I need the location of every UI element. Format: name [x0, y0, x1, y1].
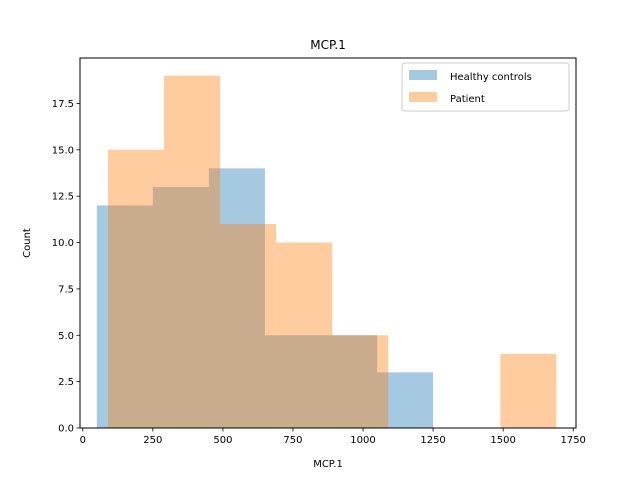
bar-healthy-controls-2 — [208, 168, 265, 428]
x-tick-label: 1250 — [420, 435, 445, 446]
x-tick-label: 1750 — [560, 435, 585, 446]
x-tick-label: 750 — [283, 435, 302, 446]
x-tick-label: 1000 — [350, 435, 375, 446]
bar-healthy-controls-5 — [377, 372, 434, 428]
y-tick-label: 17.5 — [52, 99, 74, 110]
legend-swatch-healthy-controls — [409, 70, 437, 80]
legend-swatch-patient — [409, 92, 437, 102]
bar-patient-0 — [108, 149, 165, 428]
legend: Healthy controls Patient — [401, 62, 570, 112]
x-tick-label: 500 — [213, 435, 232, 446]
bar-patient-7 — [500, 353, 557, 428]
x-tick-label: 1500 — [490, 435, 515, 446]
bar-patient-2 — [220, 223, 277, 428]
bar-patient-4 — [332, 335, 389, 428]
y-tick-label: 0.0 — [58, 424, 74, 435]
bar-healthy-controls-1 — [152, 186, 209, 428]
y-tick-label: 12.5 — [52, 192, 74, 203]
x-axis-label: MCP.1 — [313, 459, 343, 470]
y-tick-label: 7.5 — [58, 284, 74, 295]
y-tick-label: 2.5 — [58, 377, 74, 388]
bars-group — [96, 75, 557, 428]
chart-title: MCP.1 — [310, 38, 346, 52]
bar-patient-1 — [164, 75, 221, 428]
y-axis-label: Count — [22, 228, 33, 258]
legend-frame — [401, 62, 570, 112]
y-axis-ticks: 0.0 2.5 5.0 7.5 10.0 12.5 15.0 17.5 — [52, 99, 80, 435]
x-axis-ticks: 0 250 500 750 1000 1250 1500 1750 — [80, 428, 586, 446]
bar-healthy-controls-4 — [320, 335, 378, 428]
bar-healthy-controls-0 — [96, 205, 153, 428]
y-tick-label: 15.0 — [52, 145, 74, 156]
x-tick-label: 0 — [80, 435, 86, 446]
plot-frame — [79, 57, 577, 429]
legend-label-healthy-controls: Healthy controls — [450, 72, 532, 83]
x-tick-label: 250 — [143, 435, 162, 446]
y-tick-label: 10.0 — [52, 238, 74, 249]
bar-healthy-controls-3 — [264, 335, 321, 428]
y-tick-label: 5.0 — [58, 331, 74, 342]
legend-label-patient: Patient — [450, 94, 485, 105]
bar-patient-3 — [276, 242, 333, 428]
